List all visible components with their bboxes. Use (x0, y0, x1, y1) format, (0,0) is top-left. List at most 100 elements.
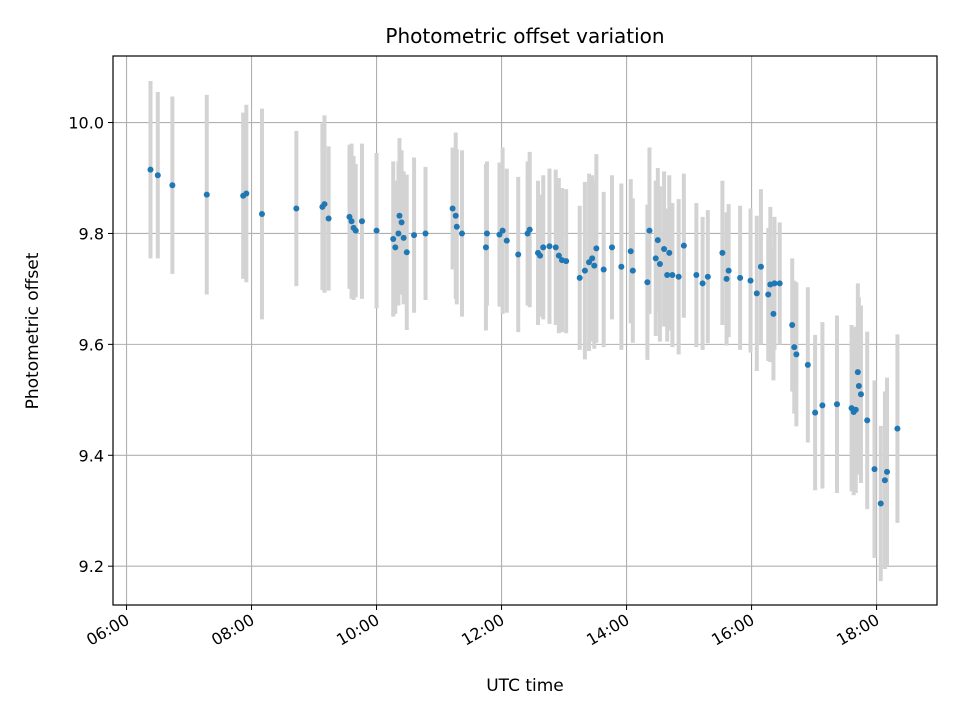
data-point (819, 402, 826, 409)
y-axis-label: Photometric offset (23, 252, 43, 409)
data-point (147, 166, 154, 173)
data-point (618, 263, 625, 270)
data-point (833, 401, 840, 408)
data-point (855, 382, 862, 389)
y-tick-label: 9.4 (79, 446, 104, 465)
data-point (877, 500, 884, 507)
y-tick-label: 9.2 (79, 557, 104, 576)
data-point (593, 245, 600, 252)
data-point (563, 258, 570, 265)
data-point (591, 262, 598, 269)
data-point (883, 468, 890, 475)
data-point (693, 272, 700, 279)
data-point (390, 236, 397, 242)
data-point (515, 251, 522, 258)
data-point (646, 227, 653, 234)
data-point (293, 205, 300, 212)
data-point (352, 227, 359, 234)
data-point (169, 182, 176, 189)
data-point (600, 266, 607, 273)
data-point (243, 190, 250, 197)
data-point (719, 249, 726, 256)
data-points (147, 166, 901, 507)
data-point (546, 243, 553, 250)
data-point (793, 351, 800, 358)
data-point (203, 191, 210, 198)
data-point (258, 211, 265, 218)
y-tick-label: 9.8 (79, 224, 104, 243)
data-point (644, 279, 651, 286)
data-point (675, 273, 682, 280)
data-point (325, 215, 332, 222)
data-point (664, 272, 671, 279)
data-point (398, 219, 405, 226)
data-point (537, 252, 544, 259)
data-point (680, 242, 687, 249)
data-point (652, 255, 659, 262)
data-point (358, 218, 365, 225)
data-point (422, 230, 429, 237)
data-point (576, 274, 583, 281)
data-point (852, 406, 859, 413)
data-point (770, 310, 777, 317)
data-point (656, 260, 663, 267)
data-point (699, 280, 706, 287)
data-point (589, 255, 596, 262)
data-point (154, 172, 161, 179)
data-point (403, 249, 410, 256)
data-point (791, 344, 798, 351)
data-point (804, 361, 811, 368)
data-point (540, 244, 547, 251)
data-point (373, 227, 380, 234)
data-point (453, 223, 460, 230)
data-point (747, 277, 754, 284)
data-point (392, 244, 399, 251)
data-point (765, 291, 772, 298)
data-point (661, 245, 668, 252)
data-point (452, 212, 459, 219)
data-point (789, 321, 796, 328)
data-point (348, 218, 355, 225)
data-point (776, 280, 783, 287)
data-point (483, 230, 490, 237)
data-point (526, 226, 533, 233)
data-point (654, 237, 661, 244)
data-point (627, 248, 634, 255)
data-point (449, 205, 456, 212)
data-point (503, 237, 510, 244)
data-point (757, 263, 764, 270)
data-point (555, 252, 562, 259)
data-point (723, 275, 730, 282)
data-point (552, 244, 559, 251)
data-point (871, 466, 878, 473)
data-point (396, 212, 403, 219)
data-point (608, 244, 615, 251)
data-point (669, 272, 676, 279)
data-point (321, 201, 328, 208)
data-point (395, 230, 402, 237)
data-point (812, 409, 819, 416)
plot-frame (112, 55, 938, 606)
data-point (499, 227, 506, 234)
y-axis-ticks: 9.2 9.4 9.6 9.8 10.0 (68, 114, 113, 576)
data-point (771, 280, 778, 287)
data-point (629, 267, 636, 274)
data-point (857, 391, 864, 398)
data-point (753, 290, 760, 297)
x-axis-label: UTC time (486, 676, 564, 696)
data-point (854, 369, 861, 376)
data-point (894, 425, 901, 432)
data-point (458, 230, 465, 237)
data-point (725, 267, 732, 274)
data-point (482, 244, 489, 251)
data-point (666, 249, 673, 256)
data-point (881, 477, 888, 484)
data-point (400, 234, 407, 241)
data-point (737, 274, 744, 281)
y-tick-label: 10.0 (68, 114, 104, 133)
data-point (704, 273, 711, 280)
data-point (581, 267, 588, 274)
chart-title: Photometric offset variation (385, 24, 664, 48)
